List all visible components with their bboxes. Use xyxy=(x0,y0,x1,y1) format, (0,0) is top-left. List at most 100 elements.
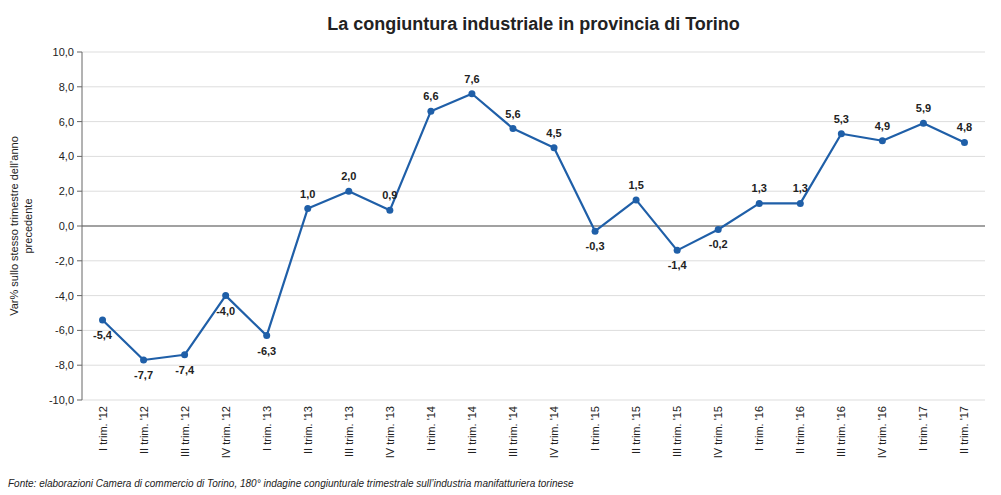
x-tick-label: IV trim. '12 xyxy=(220,406,232,458)
chart: -10,0-8,0-6,0-4,0-2,00,02,04,06,08,010,0… xyxy=(0,0,1001,495)
x-tick-label: I trim. '17 xyxy=(917,406,929,451)
y-tick xyxy=(77,191,82,192)
x-tick-label: II trim. '15 xyxy=(630,406,642,454)
x-tick-label: II trim. '12 xyxy=(138,406,150,454)
x-tick-label: II trim. '16 xyxy=(794,406,806,454)
y-tick-label: -4,0 xyxy=(55,290,74,302)
grid-line xyxy=(82,156,985,157)
data-label: 6,6 xyxy=(423,90,438,102)
title: La congiuntura industriale in provincia … xyxy=(327,14,740,34)
marker xyxy=(838,130,845,137)
data-label: 7,6 xyxy=(464,73,479,85)
zero-line xyxy=(82,225,985,226)
series xyxy=(99,90,968,363)
y-tick-label: 2,0 xyxy=(59,185,74,197)
y-axis-label: Var% sullo stesso trimestre dell’annopre… xyxy=(8,136,34,316)
data-label: 1,3 xyxy=(793,182,808,194)
x-tick-label: I trim. '13 xyxy=(261,406,273,451)
data-labels: -5,4-7,7-7,4-4,0-6,31,02,00,96,67,65,64,… xyxy=(93,73,972,381)
data-label: -7,4 xyxy=(175,364,195,376)
marker xyxy=(263,332,270,339)
marker xyxy=(961,139,968,146)
data-label: -0,2 xyxy=(709,238,728,250)
x-tick-label: IV trim. '16 xyxy=(876,406,888,458)
data-label: 4,5 xyxy=(546,127,561,139)
x-tick-label: III trim. '13 xyxy=(343,406,355,457)
x-tick-label: II trim. '17 xyxy=(958,406,970,454)
y-axis-line xyxy=(82,52,83,400)
data-label: 1,5 xyxy=(628,179,643,191)
y-axis-label-line: Var% sullo stesso trimestre dell’anno xyxy=(8,136,20,316)
line xyxy=(103,94,965,360)
data-label: -1,4 xyxy=(668,259,688,271)
data-label: 1,3 xyxy=(752,182,767,194)
x-tick-label: I trim. '12 xyxy=(97,406,109,451)
marker xyxy=(222,292,229,299)
x-tick-label: I trim. '16 xyxy=(753,406,765,451)
y-tick xyxy=(77,156,82,157)
grid-line xyxy=(82,191,985,192)
y-tick xyxy=(77,330,82,331)
marker xyxy=(345,188,352,195)
x-tick-label: III trim. '14 xyxy=(507,406,519,457)
y-tick xyxy=(77,295,82,296)
y-tick-label: 0,0 xyxy=(59,220,74,232)
data-label: -6,3 xyxy=(257,345,276,357)
y-tick xyxy=(77,52,82,53)
marker xyxy=(181,351,188,358)
grid-line xyxy=(82,226,985,227)
marker xyxy=(551,144,558,151)
x-tick-label: III trim. '12 xyxy=(179,406,191,457)
data-label: 1,0 xyxy=(300,188,315,200)
marker xyxy=(756,200,763,207)
marker xyxy=(99,316,106,323)
x-tick-label: II trim. '13 xyxy=(302,406,314,454)
y-tick xyxy=(77,86,82,87)
marker xyxy=(509,125,516,132)
x-tick-label: I trim. '14 xyxy=(425,406,437,451)
y-tick-label: -8,0 xyxy=(55,359,74,371)
y-tick xyxy=(77,260,82,261)
grid-line xyxy=(82,365,985,366)
grid-line xyxy=(82,330,985,331)
data-label: -5,4 xyxy=(93,329,113,341)
x-tick-label: II trim. '14 xyxy=(466,406,478,454)
data-label: 2,0 xyxy=(341,170,356,182)
y-tick-label: 4,0 xyxy=(59,150,74,162)
marker xyxy=(920,120,927,127)
footnote: Fonte: elaborazioni Camera di commercio … xyxy=(8,478,574,489)
marker xyxy=(797,200,804,207)
y-tick xyxy=(77,121,82,122)
data-label: 4,8 xyxy=(957,121,972,133)
marker xyxy=(715,226,722,233)
x-tick-label: III trim. '16 xyxy=(835,406,847,457)
y-tick-label: -6,0 xyxy=(55,324,74,336)
marker xyxy=(427,108,434,115)
grid-line xyxy=(82,52,985,53)
data-label: 0,9 xyxy=(382,189,397,201)
data-label: 4,9 xyxy=(875,120,890,132)
data-label: 5,6 xyxy=(505,108,520,120)
data-label: 5,9 xyxy=(916,102,931,114)
grid-line xyxy=(82,400,985,401)
marker xyxy=(304,205,311,212)
grid-line xyxy=(82,86,985,87)
grid-line xyxy=(82,260,985,261)
y-tick-label: 8,0 xyxy=(59,81,74,93)
background xyxy=(0,0,1001,495)
data-label: -0,3 xyxy=(586,240,605,252)
x-tick-label: I trim. '15 xyxy=(589,406,601,451)
y-tick xyxy=(77,226,82,227)
y-tick xyxy=(77,400,82,401)
marker xyxy=(633,196,640,203)
data-label: -4,0 xyxy=(216,305,235,317)
x-tick-label: IV trim. '15 xyxy=(712,406,724,458)
y-axis: -10,0-8,0-6,0-4,0-2,00,02,04,06,08,010,0 xyxy=(49,46,82,406)
y-tick-label: -10,0 xyxy=(49,394,74,406)
y-tick-label: -2,0 xyxy=(55,255,74,267)
marker xyxy=(140,356,147,363)
data-label: 5,3 xyxy=(834,113,849,125)
grid xyxy=(82,52,985,400)
marker xyxy=(386,207,393,214)
x-tick-label: IV trim. '14 xyxy=(548,406,560,458)
